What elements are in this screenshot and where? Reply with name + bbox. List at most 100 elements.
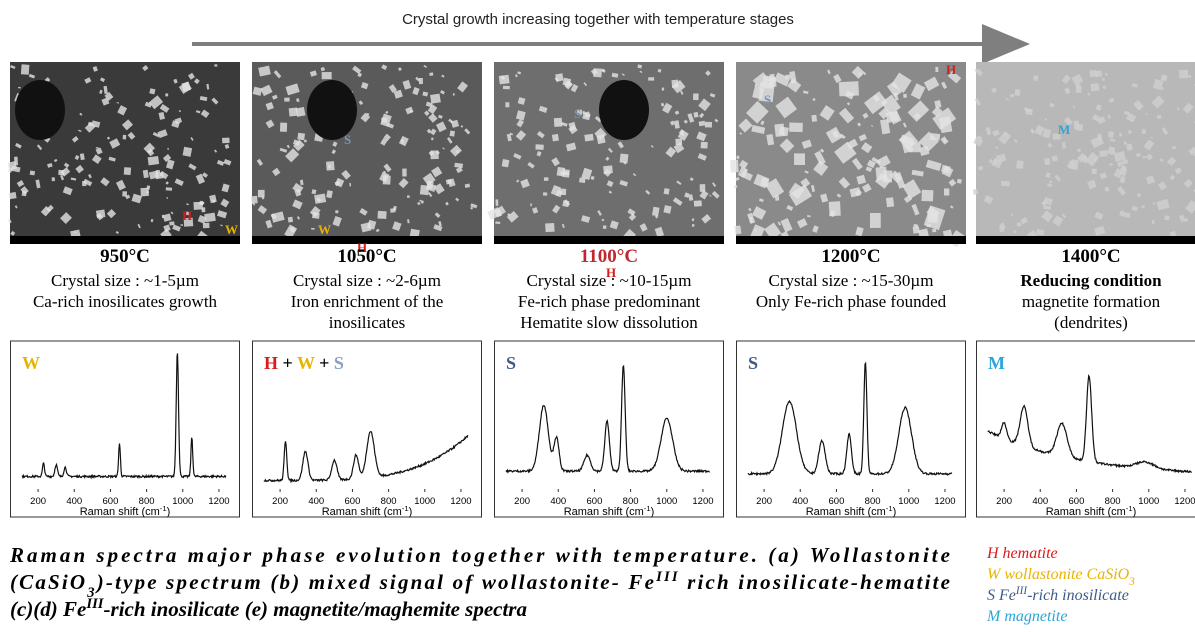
crystal	[147, 156, 160, 166]
crystal	[594, 116, 602, 123]
crystal	[698, 98, 711, 112]
crystal	[293, 139, 305, 152]
crystal	[1118, 161, 1124, 166]
crystal	[941, 165, 954, 178]
crystal	[143, 142, 156, 155]
crystal	[95, 147, 99, 149]
crystal	[564, 199, 571, 207]
crystal	[157, 129, 168, 139]
crystal	[435, 150, 440, 155]
crystal	[288, 107, 298, 117]
crystal	[1117, 162, 1121, 168]
crystal	[1048, 180, 1053, 184]
crystal	[1141, 128, 1147, 135]
legend-item: H hematite	[986, 545, 1058, 562]
crystal	[943, 188, 950, 196]
crystal	[921, 189, 934, 202]
crystal	[751, 125, 766, 134]
crystal	[174, 178, 184, 186]
crystal	[683, 119, 688, 124]
crystal	[736, 155, 740, 160]
crystal	[214, 64, 218, 67]
crystal	[654, 226, 665, 238]
crystal	[159, 103, 170, 113]
crystal	[202, 172, 208, 178]
crystal	[730, 159, 739, 173]
crystal	[689, 177, 694, 182]
crystal	[507, 213, 511, 217]
crystal	[265, 219, 273, 229]
crystal	[674, 110, 680, 115]
crystal	[60, 174, 65, 181]
crystal	[1137, 193, 1141, 198]
crystal	[1135, 152, 1141, 158]
crystal	[1009, 93, 1015, 98]
text-segment: III	[1015, 585, 1028, 597]
crystal	[1118, 132, 1123, 137]
description: (dendrites)	[1054, 313, 1128, 332]
crystal	[419, 184, 430, 196]
crystal	[1152, 78, 1164, 91]
crystal	[95, 209, 106, 219]
scale-bar	[252, 236, 482, 244]
crystal	[516, 119, 524, 128]
crystal	[1183, 178, 1193, 188]
crystal	[470, 203, 478, 209]
crystal	[709, 194, 712, 197]
crystal	[375, 228, 380, 233]
crystal	[36, 144, 43, 151]
crystal	[810, 184, 816, 193]
crystal	[1061, 213, 1067, 219]
image-label: S	[574, 106, 581, 121]
crystal	[645, 189, 651, 195]
crystal	[1123, 110, 1130, 116]
crystal	[535, 144, 544, 150]
crystal	[360, 222, 372, 233]
crystal	[735, 177, 740, 181]
description: Crystal size : ~1-5µm	[51, 271, 199, 290]
x-tick-label: 1000	[898, 496, 919, 507]
crystal	[1118, 210, 1127, 218]
crystal	[849, 187, 862, 198]
crystal	[693, 93, 699, 101]
crystal	[295, 107, 306, 117]
temperature: 1100°C	[580, 246, 638, 267]
crystal	[457, 81, 468, 93]
crystal	[827, 69, 831, 75]
crystal	[427, 104, 438, 115]
crystal	[545, 222, 555, 233]
crystal	[991, 87, 998, 94]
crystal	[422, 172, 436, 186]
crystal	[487, 207, 502, 220]
crystal	[195, 110, 201, 114]
crystal	[78, 129, 82, 133]
crystal	[1042, 128, 1052, 139]
crystal	[146, 148, 155, 157]
crystal	[321, 71, 332, 80]
crystal	[92, 66, 98, 72]
crystal	[8, 192, 17, 200]
crystal	[260, 84, 273, 97]
x-tick-label: 400	[308, 496, 324, 507]
crystal	[1119, 175, 1126, 184]
crystal	[332, 215, 342, 227]
x-tick-label: 1200	[1174, 496, 1195, 507]
crystal	[311, 227, 315, 230]
crystal	[359, 208, 368, 216]
crystal	[1020, 217, 1029, 225]
crystal	[393, 89, 403, 99]
crystal	[427, 191, 433, 198]
crystal	[60, 212, 72, 224]
crystal	[663, 188, 670, 195]
crystal	[197, 214, 207, 224]
x-axis-label: Raman shift (cm-1)	[564, 504, 655, 519]
crystal	[564, 80, 572, 89]
crystal	[211, 97, 219, 105]
crystal	[607, 147, 613, 153]
crystal	[875, 172, 891, 189]
crystal	[170, 211, 174, 215]
crystal	[693, 200, 702, 207]
crystal	[1044, 117, 1048, 121]
crystal	[1080, 154, 1090, 164]
